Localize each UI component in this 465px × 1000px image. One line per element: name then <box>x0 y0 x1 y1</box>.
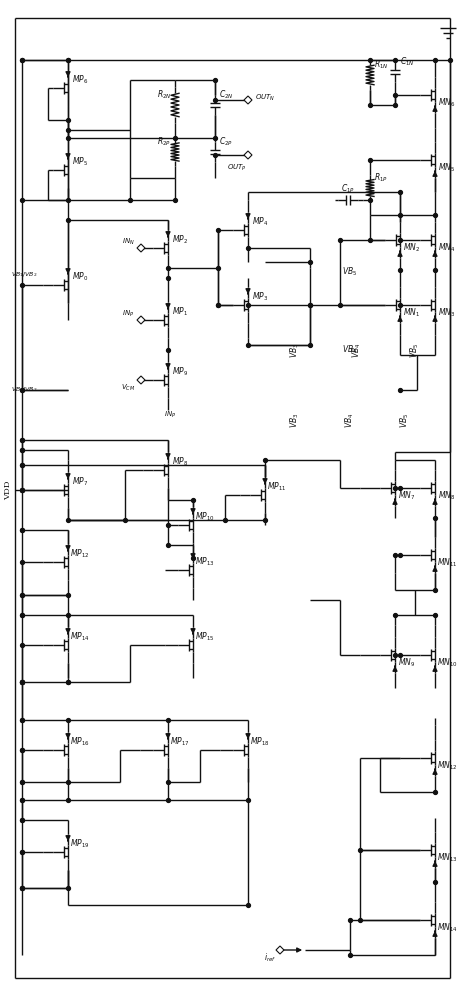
Text: $VB_1/VB_2$: $VB_1/VB_2$ <box>12 271 38 279</box>
Text: $MN_5$: $MN_5$ <box>438 162 456 174</box>
Text: $VB_3$: $VB_3$ <box>289 412 301 428</box>
Text: $C_{2P}$: $C_{2P}$ <box>219 136 233 148</box>
Text: $MN_3$: $MN_3$ <box>438 307 456 319</box>
Text: $C_{2N}$: $C_{2N}$ <box>219 89 233 101</box>
Text: $VB_4$: $VB_4$ <box>342 344 358 356</box>
Text: $i_{ref}$: $i_{ref}$ <box>264 952 276 964</box>
Text: $MP_2$: $MP_2$ <box>172 234 188 246</box>
Text: $MP_{14}$: $MP_{14}$ <box>70 631 90 643</box>
Polygon shape <box>244 96 252 104</box>
Text: $MN_{13}$: $MN_{13}$ <box>437 852 458 864</box>
Text: $VB_3$: $VB_3$ <box>289 342 301 358</box>
Text: $MP_{15}$: $MP_{15}$ <box>195 631 215 643</box>
Text: $MP_{13}$: $MP_{13}$ <box>195 556 215 568</box>
Text: $VB_1/VB_2$: $VB_1/VB_2$ <box>12 386 38 394</box>
Text: $MP_8$: $MP_8$ <box>172 456 188 468</box>
Polygon shape <box>244 151 252 159</box>
Text: $MP_9$: $MP_9$ <box>172 366 188 378</box>
Text: $MP_{17}$: $MP_{17}$ <box>170 736 190 748</box>
Text: $MP_4$: $MP_4$ <box>252 216 268 228</box>
Text: $MN_{10}$: $MN_{10}$ <box>437 657 458 669</box>
Text: $MP_1$: $MP_1$ <box>172 306 188 318</box>
Text: $MN_1$: $MN_1$ <box>404 307 420 319</box>
Text: $MN_9$: $MN_9$ <box>399 657 416 669</box>
Text: $R_{1N}$: $R_{1N}$ <box>374 59 388 71</box>
Text: $MP_3$: $MP_3$ <box>252 291 268 303</box>
Text: $MN_4$: $MN_4$ <box>438 242 456 254</box>
Text: $MN_7$: $MN_7$ <box>399 490 416 502</box>
Text: VDD: VDD <box>4 480 12 500</box>
Text: $MN_{12}$: $MN_{12}$ <box>437 760 457 772</box>
Text: $VB_5$: $VB_5$ <box>409 342 421 358</box>
Text: $IN_P$: $IN_P$ <box>164 410 176 420</box>
Text: $MP_5$: $MP_5$ <box>72 156 88 168</box>
Text: $MP_0$: $MP_0$ <box>72 271 88 283</box>
Text: $MP_{16}$: $MP_{16}$ <box>70 736 90 748</box>
Text: $MP_{19}$: $MP_{19}$ <box>70 838 90 850</box>
Text: $MN_2$: $MN_2$ <box>404 242 420 254</box>
Polygon shape <box>276 946 284 954</box>
Text: $MP_{11}$: $MP_{11}$ <box>267 481 287 493</box>
Text: $VB_5$: $VB_5$ <box>342 266 358 278</box>
Text: $VB_4$: $VB_4$ <box>351 342 363 358</box>
Text: $C_{1P}$: $C_{1P}$ <box>341 183 355 195</box>
Text: $MN_8$: $MN_8$ <box>438 490 456 502</box>
Text: $VB_5$: $VB_5$ <box>399 412 411 428</box>
Text: $MN_{14}$: $MN_{14}$ <box>437 922 458 934</box>
Text: $MN_{11}$: $MN_{11}$ <box>437 557 457 569</box>
Text: $MP_6$: $MP_6$ <box>72 74 88 86</box>
Text: $R_{2N}$: $R_{2N}$ <box>157 89 171 101</box>
Polygon shape <box>137 376 145 384</box>
Text: $MP_{12}$: $MP_{12}$ <box>70 548 90 560</box>
Text: $R_{1P}$: $R_{1P}$ <box>374 172 388 184</box>
Text: $MP_{18}$: $MP_{18}$ <box>250 736 270 748</box>
Text: $OUT_P$: $OUT_P$ <box>227 163 247 173</box>
Text: $OUT_N$: $OUT_N$ <box>255 93 275 103</box>
Text: $MN_6$: $MN_6$ <box>438 97 456 109</box>
Text: $MP_7$: $MP_7$ <box>72 476 88 488</box>
Text: $IN_P$: $IN_P$ <box>122 309 134 319</box>
Text: $VB_4$: $VB_4$ <box>344 412 356 428</box>
Text: $MP_{10}$: $MP_{10}$ <box>195 511 215 523</box>
Text: $C_{1N}$: $C_{1N}$ <box>400 56 414 68</box>
Polygon shape <box>137 316 145 324</box>
Text: $V_{CM}$: $V_{CM}$ <box>121 383 135 393</box>
Polygon shape <box>137 244 145 252</box>
Text: $R_{2P}$: $R_{2P}$ <box>157 136 171 148</box>
Text: $IN_N$: $IN_N$ <box>121 237 134 247</box>
